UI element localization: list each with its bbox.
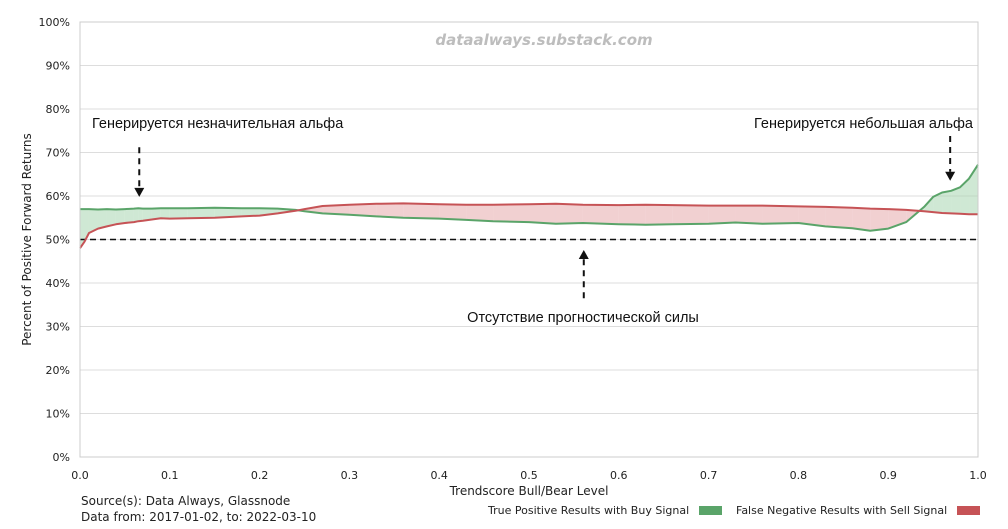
x-tick-label: 0.4 [430, 469, 448, 482]
fill-buy-segment [933, 192, 943, 213]
fill-sell-segment [618, 204, 646, 225]
legend-label-sell: False Negative Results with Sell Signal [736, 504, 948, 517]
fill-sell-segment [529, 203, 556, 224]
legend-swatch-sell [957, 506, 981, 515]
watermark: dataalways.substack.com [435, 31, 652, 49]
fill-sell-segment [798, 206, 826, 227]
x-tick-labels: 0.0 0.1 0.2 0.3 0.4 0.5 0.6 0.7 0.8 0.9 1.0 [71, 469, 987, 482]
annotation-arrow-head [134, 187, 145, 197]
fill-buy-segment [160, 208, 170, 219]
legend-item-sell: False Negative Results with Sell Signal [736, 504, 981, 517]
fill-sell-segment [349, 203, 377, 217]
x-tick-label: 0.0 [71, 469, 89, 482]
fill-sell-segment [825, 206, 853, 229]
fill-buy-segment [214, 207, 242, 218]
fill-sell-segment [762, 205, 799, 224]
annotation-arrow-head [945, 171, 956, 181]
x-tick-label: 0.7 [700, 469, 718, 482]
legend-item-buy: True Positive Results with Buy Signal [488, 504, 723, 517]
annotation-text: Генерируется незначительная альфа [92, 116, 344, 132]
fill-buy-segment [115, 209, 125, 225]
y-tick-label: 90% [46, 60, 70, 73]
fill-sell-segment [645, 204, 673, 225]
y-tick-label: 40% [46, 277, 70, 290]
series-line-sell [79, 202, 978, 249]
date-range-note: Data from: 2017-01-02, to: 2022-03-10 [81, 510, 317, 524]
fill-buy-segment [169, 208, 188, 219]
fill-sell-segment [870, 208, 889, 231]
y-tick-label: 80% [46, 103, 70, 116]
y-tick-label: 0% [53, 451, 70, 464]
y-tick-label: 20% [46, 364, 70, 377]
plot-frame [79, 21, 979, 458]
x-tick-label: 0.9 [879, 469, 897, 482]
annotation-text: Отсутствие прогностической силы [467, 310, 699, 326]
series-line-buy [80, 164, 979, 232]
fill-sell-segment [376, 203, 404, 218]
annotation-arrow-head [578, 249, 589, 259]
fill-buy-segment [960, 178, 970, 215]
fill-buy-segment [133, 208, 139, 223]
fill-buy-segment [97, 209, 107, 229]
x-tick-label: 1.0 [969, 469, 987, 482]
fill-sell-segment [493, 204, 529, 223]
x-tick-label: 0.1 [161, 469, 179, 482]
fill-buy-segment [969, 164, 978, 215]
y-tick-labels: 0% 10% 20% 30% 40% 50% 60% 70% 80% 90% 100% [39, 16, 70, 464]
legend-swatch-buy [699, 506, 723, 515]
fill-buy-segment [951, 187, 961, 214]
x-tick-label: 0.6 [610, 469, 628, 482]
fill-sell-segment [403, 203, 440, 219]
y-tick-label: 100% [39, 16, 70, 29]
fill-buy-segment [138, 208, 143, 222]
annotations: Генерируется незначительная альфа Отсутст… [92, 116, 974, 326]
fill-buy-segment [142, 208, 152, 221]
fill-sell-segment [708, 205, 736, 224]
x-tick-label: 0.5 [520, 469, 538, 482]
fill-sell-segment [582, 204, 619, 225]
y-axis-label: Percent of Positive Forward Returns [20, 133, 34, 346]
fill-buy-segment [187, 207, 215, 219]
fill-buy-segment [151, 208, 161, 220]
fill-buy-segment [124, 208, 134, 223]
fill-sell-segment [439, 204, 467, 220]
x-tick-label: 0.2 [251, 469, 269, 482]
legend-label-buy: True Positive Results with Buy Signal [488, 504, 690, 517]
y-tick-label: 60% [46, 190, 70, 203]
x-tick-label: 0.8 [790, 469, 808, 482]
x-tick-label: 0.3 [341, 469, 359, 482]
fill-sell-segment [322, 204, 350, 215]
fill-sell-segment [672, 205, 709, 225]
fill-buy-segment [241, 208, 260, 217]
fill-sell-segment [735, 205, 763, 224]
series-fills [80, 164, 978, 249]
fill-sell-segment [466, 204, 494, 222]
fill-buy-segment [942, 190, 952, 214]
fill-buy-segment [106, 209, 116, 227]
fill-buy-segment [88, 209, 98, 233]
annotation-text: Генерируется небольшая альфа [754, 116, 974, 132]
series-lines [79, 164, 979, 249]
y-tick-label: 30% [46, 321, 70, 334]
y-tick-label: 70% [46, 147, 70, 160]
source-note: Source(s): Data Always, Glassnode [81, 494, 291, 508]
x-axis-label: Trendscore Bull/Bear Level [449, 484, 609, 498]
y-tick-label: 50% [46, 234, 70, 247]
y-tick-label: 10% [46, 408, 70, 421]
fill-buy-segment [80, 209, 85, 249]
fill-sell-segment [555, 203, 583, 224]
fill-sell-segment [852, 207, 871, 231]
